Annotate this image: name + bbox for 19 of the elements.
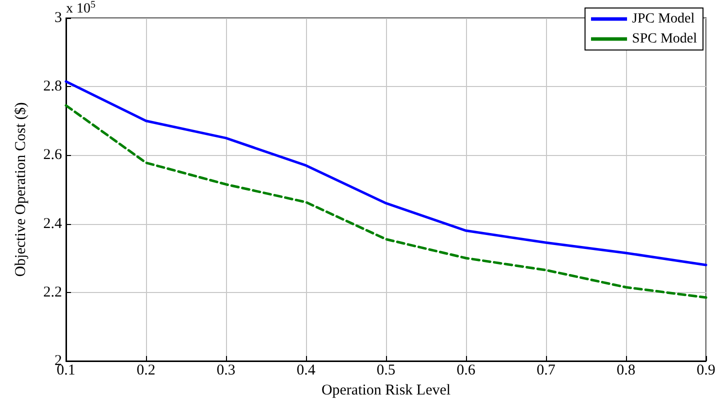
x-tick-label: 0.3 bbox=[216, 362, 236, 378]
x-axis-title: Operation Risk Level bbox=[321, 382, 451, 398]
y-tick-label: 2.6 bbox=[43, 147, 62, 164]
x-tick-label: 0.4 bbox=[296, 362, 316, 378]
x-tick-label: 0.7 bbox=[536, 362, 556, 378]
y-tick-label: 2.2 bbox=[43, 284, 62, 300]
legend-label: SPC Model bbox=[632, 32, 698, 46]
line-series bbox=[64, 80, 708, 266]
line-series bbox=[64, 104, 708, 299]
y-tick-label: 2.4 bbox=[43, 216, 62, 232]
y-tick-label: 3 bbox=[54, 10, 62, 26]
y-tick-label: 2.8 bbox=[43, 78, 62, 95]
x-tick-label: 0.5 bbox=[376, 362, 396, 378]
x-tick-label: 0.8 bbox=[616, 362, 636, 378]
x-tick-label: 0.9 bbox=[696, 362, 716, 378]
x-tick-label: 0.2 bbox=[136, 362, 156, 378]
x-tick-label: 0.6 bbox=[456, 362, 476, 378]
legend-label: JPC Model bbox=[632, 12, 695, 26]
y-axis-title: Objective Operation Cost ($) bbox=[13, 102, 29, 277]
